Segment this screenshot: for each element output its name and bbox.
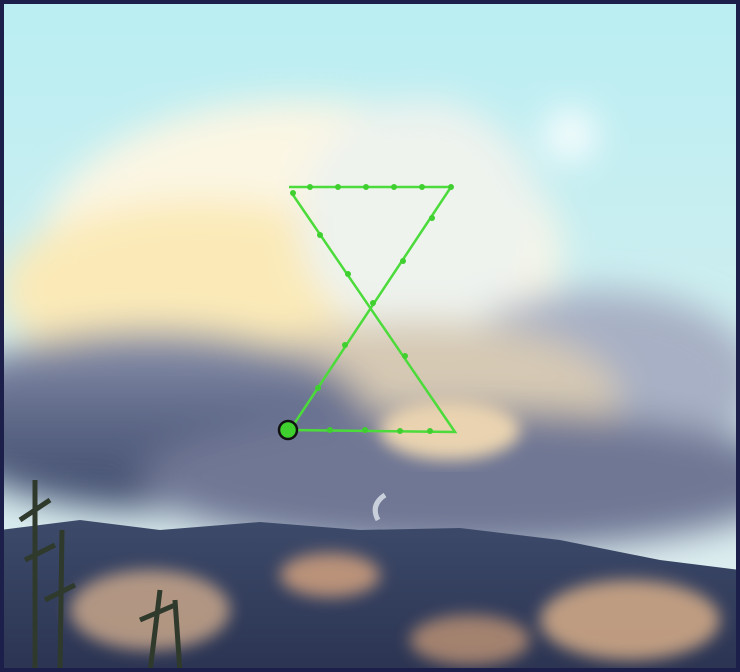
start-point[interactable] — [279, 421, 297, 439]
photo — [0, 0, 740, 672]
page — [0, 0, 740, 672]
photo-canvas[interactable] — [0, 0, 740, 672]
